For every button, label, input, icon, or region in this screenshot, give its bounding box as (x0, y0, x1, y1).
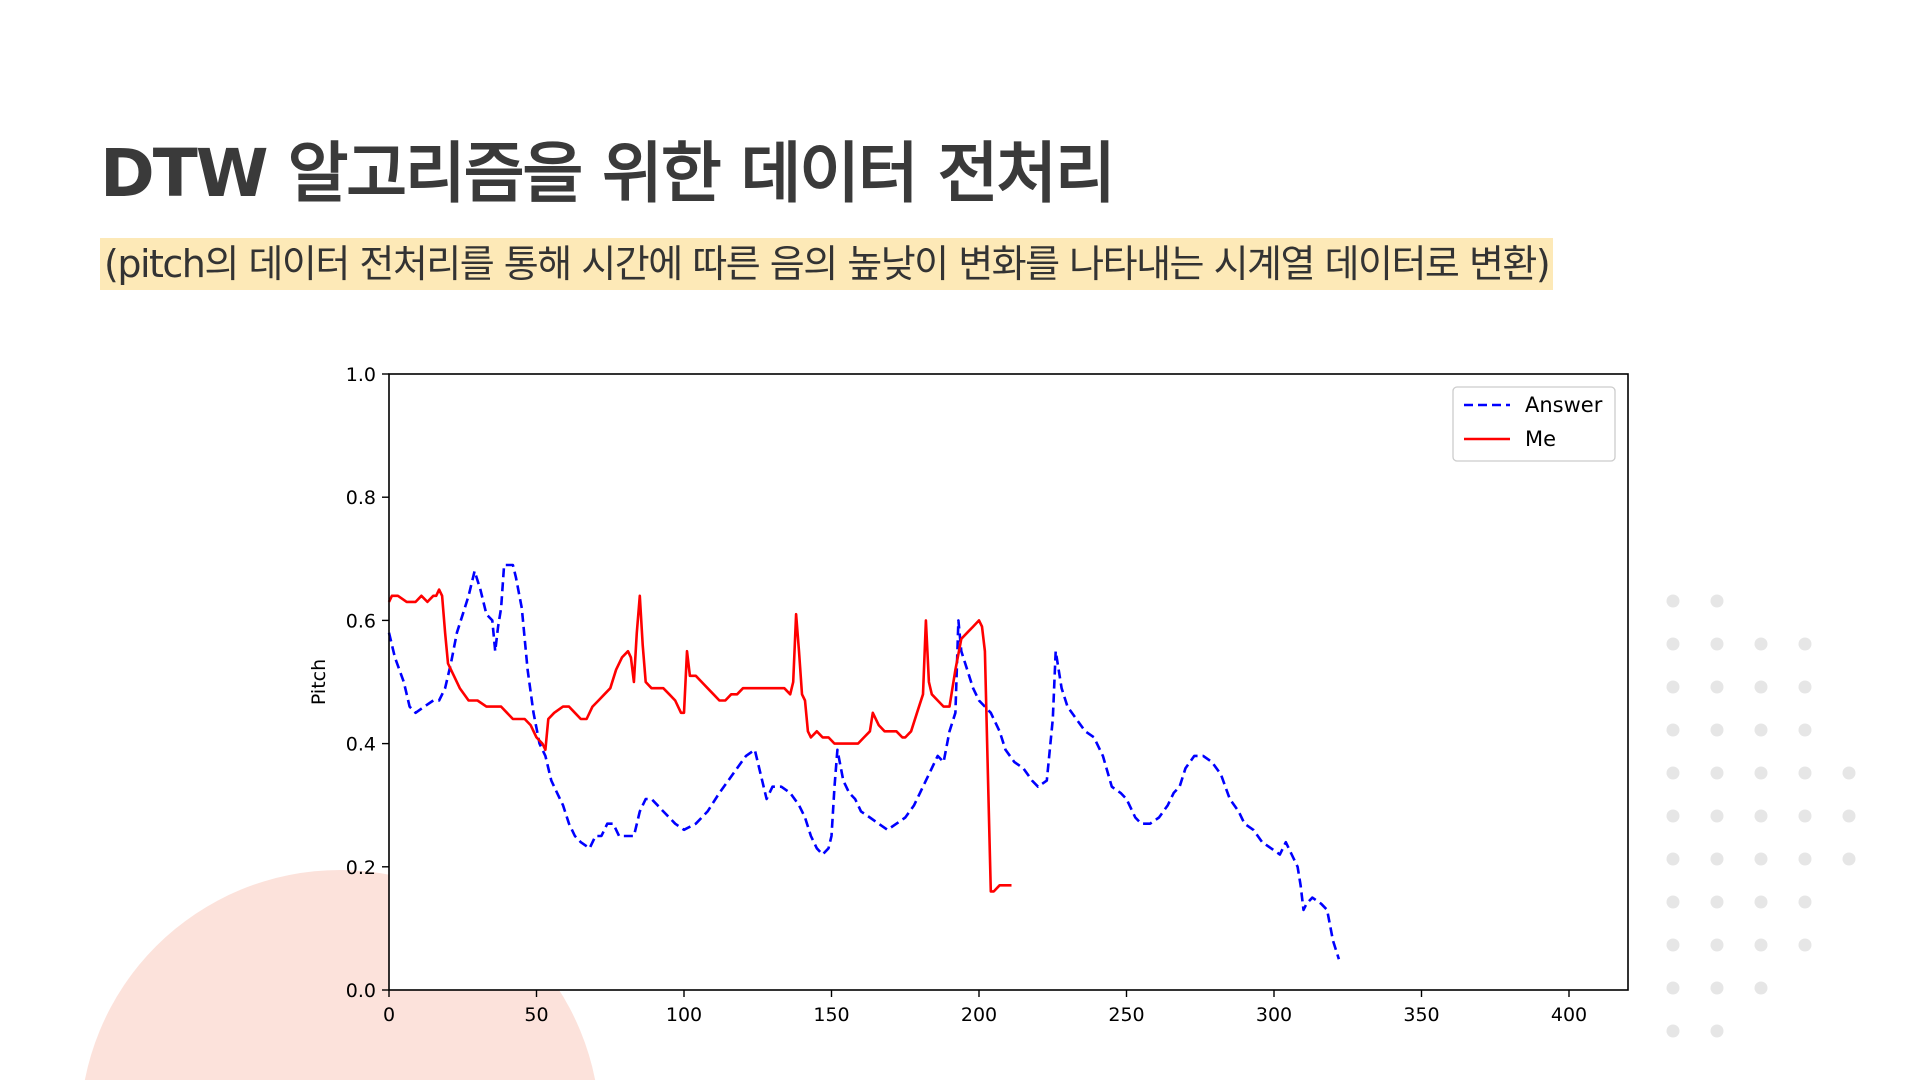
decorative-dot (1842, 809, 1856, 823)
decorative-dot (1710, 852, 1724, 866)
plot-frame (388, 373, 1629, 991)
decorative-dot (1754, 852, 1768, 866)
decorative-dot (1754, 938, 1768, 952)
x-tick-label: 300 (1256, 1004, 1292, 1026)
slide-title: DTW 알고리즘을 위한 데이터 전처리 (100, 135, 1116, 212)
decorative-dot (1666, 637, 1680, 651)
slide-subtitle: (pitch의 데이터 전처리를 통해 시간에 따른 음의 높낮이 변화를 나타… (100, 238, 1554, 290)
decorative-dot (1666, 938, 1680, 952)
x-tick-label: 150 (813, 1004, 849, 1026)
decorative-dot (1710, 723, 1724, 737)
decorative-dot (1710, 594, 1724, 608)
x-tick-label: 0 (383, 1004, 395, 1026)
plot-area (389, 374, 1628, 990)
decorative-dot (1710, 981, 1724, 995)
y-tick-label: 0.6 (346, 610, 376, 632)
decorative-dot (1710, 895, 1724, 909)
decorative-dot (1842, 766, 1856, 780)
legend-label-answer: Answer (1525, 393, 1603, 417)
decorative-dot (1798, 852, 1812, 866)
x-tick-label: 250 (1108, 1004, 1144, 1026)
decorative-dot (1710, 637, 1724, 651)
decorative-dot (1798, 766, 1812, 780)
x-axis: 0 50 100 150 200 250 300 350 400 (383, 990, 1587, 1026)
series-layer (387, 563, 1341, 960)
decorative-dot (1842, 852, 1856, 866)
decorative-dot (1666, 1024, 1680, 1038)
y-tick-label: 1.0 (346, 364, 376, 386)
legend-label-me: Me (1525, 427, 1556, 451)
decorative-dot-grid (1666, 594, 1856, 1038)
decorative-dot (1754, 766, 1768, 780)
decorative-dot (1666, 723, 1680, 737)
series-line-answer (387, 563, 1341, 960)
decorative-dot (1666, 981, 1680, 995)
decorative-dot (1710, 1024, 1724, 1038)
decorative-dot (1754, 981, 1768, 995)
decorative-dot (1754, 680, 1768, 694)
decorative-dot (1798, 895, 1812, 909)
decorative-dot (1710, 938, 1724, 952)
decorative-dot (1798, 680, 1812, 694)
y-tick-label: 0.8 (346, 487, 376, 509)
x-tick-label: 400 (1551, 1004, 1587, 1026)
y-axis-label: Pitch (308, 659, 330, 705)
x-tick-label: 350 (1403, 1004, 1439, 1026)
y-tick-label: 0.4 (346, 734, 376, 756)
legend: Answer Me (1452, 386, 1616, 462)
decorative-dot (1798, 637, 1812, 651)
decorative-dot (1710, 680, 1724, 694)
decorative-dot (1754, 809, 1768, 823)
decorative-dot (1754, 895, 1768, 909)
x-tick-label: 100 (666, 1004, 702, 1026)
decorative-dot (1798, 723, 1812, 737)
decorative-dot (1666, 895, 1680, 909)
y-tick-label: 0.2 (346, 857, 376, 879)
decorative-dot (1666, 809, 1680, 823)
decorative-dot (1710, 766, 1724, 780)
decorative-dot (1798, 938, 1812, 952)
decorative-dot (1754, 723, 1768, 737)
x-tick-label: 200 (961, 1004, 997, 1026)
decorative-dot (1798, 809, 1812, 823)
x-tick-label: 50 (524, 1004, 548, 1026)
series-line-me (387, 588, 1012, 893)
decorative-dot (1666, 766, 1680, 780)
decorative-dot (1666, 680, 1680, 694)
decorative-dot (1666, 594, 1680, 608)
decorative-dot (1754, 637, 1768, 651)
y-axis: 0.0 0.2 0.4 0.6 0.8 1.0 (346, 364, 389, 1002)
decorative-dot (1666, 852, 1680, 866)
y-tick-label: 0.0 (346, 980, 376, 1002)
decorative-dot (1710, 809, 1724, 823)
